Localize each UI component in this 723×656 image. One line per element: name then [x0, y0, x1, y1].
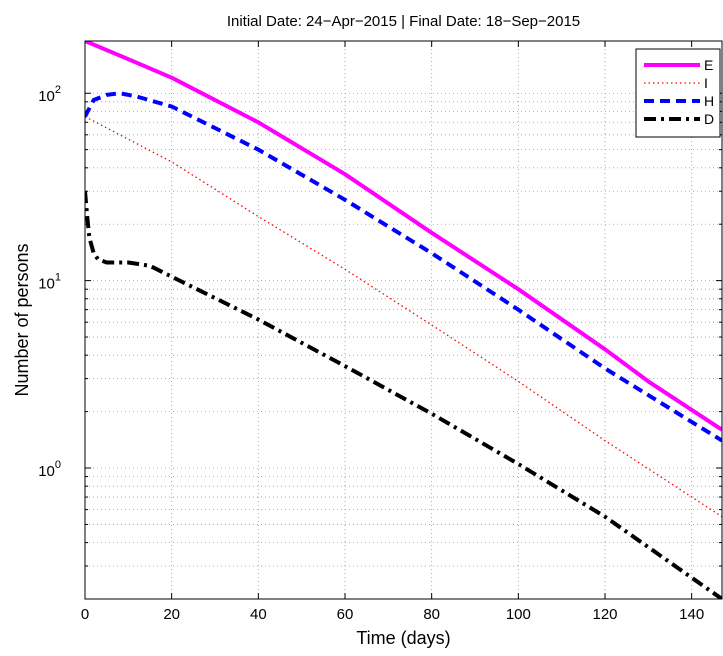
legend-label-d: D	[704, 111, 714, 127]
y-tick-label: 100	[38, 459, 61, 480]
ticks: 0 20 40 60 80 100 120 140 100 101 102	[38, 41, 722, 623]
series-h-line	[85, 91, 722, 443]
plot-frame	[84, 40, 723, 600]
legend-label-i: I	[704, 75, 708, 91]
y-tick-label: 102	[38, 84, 61, 105]
series-clip-group	[85, 41, 722, 599]
x-tick-label: 140	[679, 606, 704, 623]
x-tick-label: 60	[337, 606, 354, 623]
series-d-line	[85, 191, 722, 599]
x-tick-label: 80	[423, 606, 440, 623]
y-tick-label: 101	[38, 272, 61, 293]
series-group	[85, 41, 722, 599]
grid	[85, 41, 722, 600]
chart-title: Initial Date: 24−Apr−2015 | Final Date: …	[227, 13, 580, 30]
x-tick-label: 120	[592, 606, 617, 623]
legend-label-e: E	[704, 57, 713, 73]
x-tick-label: 100	[506, 606, 531, 623]
legend-label-h: H	[704, 93, 714, 109]
x-axis-label: Time (days)	[356, 628, 450, 648]
x-tick-label: 40	[250, 606, 267, 623]
series-e-line	[85, 41, 722, 432]
x-tick-label: 20	[163, 606, 180, 623]
series-i-line	[85, 116, 722, 518]
x-tick-label: 0	[81, 606, 89, 623]
y-axis-label: Number of persons	[12, 243, 32, 396]
